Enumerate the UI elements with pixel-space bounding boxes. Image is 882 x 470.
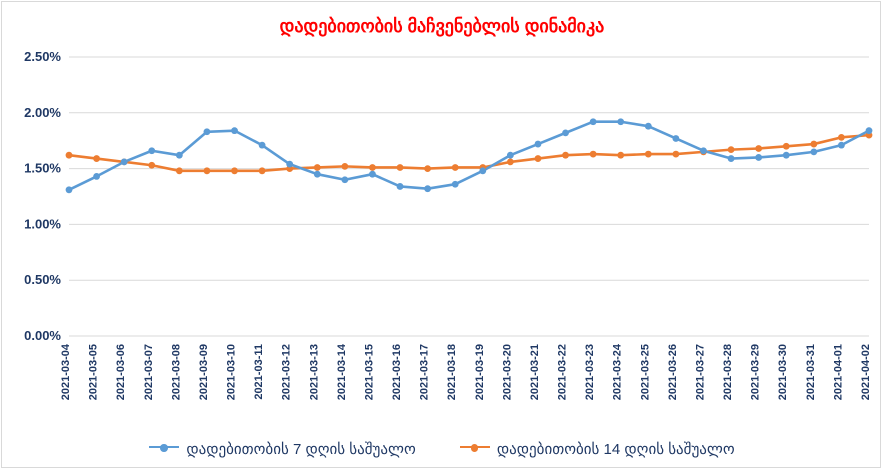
svg-text:2.00%: 2.00% <box>24 105 61 120</box>
svg-text:2021-03-06: 2021-03-06 <box>115 344 127 400</box>
svg-text:2021-04-02: 2021-04-02 <box>860 344 872 400</box>
svg-text:2021-03-28: 2021-03-28 <box>722 344 734 400</box>
svg-text:2021-03-07: 2021-03-07 <box>143 344 155 400</box>
svg-text:2021-03-04: 2021-03-04 <box>60 343 72 400</box>
svg-text:2021-03-27: 2021-03-27 <box>694 344 706 400</box>
svg-text:2021-03-15: 2021-03-15 <box>363 344 375 400</box>
svg-text:2021-03-29: 2021-03-29 <box>750 344 762 400</box>
svg-text:1.50%: 1.50% <box>24 161 61 176</box>
svg-text:2021-03-14: 2021-03-14 <box>336 343 348 400</box>
svg-text:2021-03-30: 2021-03-30 <box>777 344 789 400</box>
svg-text:0.00%: 0.00% <box>24 328 61 343</box>
svg-text:2021-03-21: 2021-03-21 <box>529 344 541 400</box>
svg-text:2021-03-08: 2021-03-08 <box>170 344 182 400</box>
svg-text:2021-03-16: 2021-03-16 <box>391 344 403 400</box>
svg-text:2021-03-19: 2021-03-19 <box>474 344 486 400</box>
svg-text:2021-03-24: 2021-03-24 <box>612 343 624 400</box>
svg-text:2021-03-09: 2021-03-09 <box>198 344 210 400</box>
svg-text:2021-03-18: 2021-03-18 <box>446 344 458 400</box>
svg-text:2021-03-10: 2021-03-10 <box>226 344 238 400</box>
svg-text:2021-03-11: 2021-03-11 <box>253 344 265 400</box>
svg-text:0.50%: 0.50% <box>24 272 61 287</box>
svg-text:2021-03-12: 2021-03-12 <box>281 344 293 400</box>
svg-text:2021-03-05: 2021-03-05 <box>88 344 100 400</box>
svg-text:2021-03-23: 2021-03-23 <box>584 344 596 400</box>
svg-text:2021-03-26: 2021-03-26 <box>667 344 679 400</box>
svg-text:2021-03-25: 2021-03-25 <box>639 344 651 400</box>
svg-text:2.50%: 2.50% <box>24 49 61 64</box>
svg-text:1.00%: 1.00% <box>24 216 61 231</box>
svg-text:2021-03-31: 2021-03-31 <box>805 344 817 400</box>
svg-text:2021-03-13: 2021-03-13 <box>308 344 320 400</box>
svg-text:2021-03-22: 2021-03-22 <box>557 344 569 400</box>
svg-text:2021-04-01: 2021-04-01 <box>832 344 844 400</box>
svg-text:2021-03-20: 2021-03-20 <box>501 344 513 400</box>
svg-text:2021-03-17: 2021-03-17 <box>419 344 431 400</box>
